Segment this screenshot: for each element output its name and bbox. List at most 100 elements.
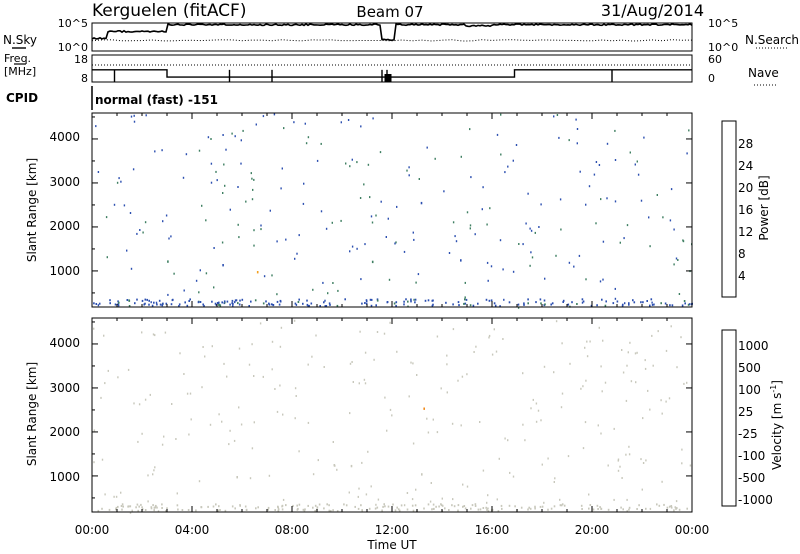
data-cell bbox=[262, 115, 265, 118]
data-cell bbox=[158, 299, 161, 302]
data-cell bbox=[105, 216, 108, 219]
data-cell bbox=[245, 200, 247, 203]
data-cell bbox=[348, 491, 350, 494]
nsky-strip bbox=[91, 22, 693, 52]
data-cell bbox=[617, 459, 619, 462]
data-cell bbox=[364, 382, 367, 385]
data-cell bbox=[498, 457, 500, 460]
data-cell bbox=[514, 505, 516, 508]
data-cell bbox=[621, 477, 623, 479]
data-cell bbox=[581, 298, 584, 301]
data-cell bbox=[189, 298, 191, 301]
data-cell bbox=[298, 298, 300, 301]
data-cell bbox=[130, 267, 133, 270]
data-cell bbox=[332, 282, 334, 284]
data-cell bbox=[218, 303, 220, 306]
data-cell bbox=[127, 505, 129, 508]
data-cell bbox=[320, 210, 323, 213]
data-cell bbox=[152, 473, 154, 476]
data-cell bbox=[585, 203, 587, 206]
data-cell bbox=[117, 376, 119, 379]
data-cell bbox=[307, 421, 310, 424]
data-cell bbox=[650, 298, 653, 301]
data-cell bbox=[361, 510, 363, 512]
data-cell bbox=[397, 508, 400, 511]
data-cell bbox=[281, 508, 284, 511]
data-cell bbox=[596, 304, 598, 307]
data-cell bbox=[127, 368, 130, 371]
xtick-0000: 00:00 bbox=[75, 523, 110, 537]
data-cell bbox=[262, 302, 265, 305]
data-cell bbox=[460, 424, 462, 427]
data-cell bbox=[416, 374, 418, 376]
freq-spikes bbox=[113, 69, 613, 82]
data-cell bbox=[538, 226, 540, 228]
data-cell bbox=[312, 473, 315, 476]
data-cell bbox=[234, 299, 237, 302]
data-cell bbox=[331, 221, 333, 224]
data-cell bbox=[128, 299, 131, 302]
data-cell bbox=[278, 303, 281, 306]
data-cell bbox=[504, 171, 506, 174]
data-cell bbox=[617, 458, 620, 461]
data-cell bbox=[271, 340, 274, 343]
data-cell bbox=[528, 506, 530, 509]
data-cell bbox=[431, 304, 434, 307]
data-cell bbox=[412, 509, 415, 512]
data-cell bbox=[360, 125, 362, 128]
data-cell bbox=[522, 243, 524, 246]
data-cell bbox=[674, 506, 677, 509]
vel-cbar-tick-100: 100 bbox=[738, 383, 761, 397]
data-cell bbox=[589, 340, 591, 343]
data-cell bbox=[140, 503, 142, 506]
xtick-0800: 08:00 bbox=[275, 523, 310, 537]
data-cell bbox=[367, 163, 370, 166]
data-cell bbox=[642, 301, 644, 304]
data-cell bbox=[202, 346, 204, 348]
data-cell bbox=[522, 372, 524, 375]
data-cell bbox=[136, 298, 138, 301]
data-cell bbox=[636, 160, 638, 163]
data-cell bbox=[543, 365, 546, 368]
data-cell bbox=[578, 254, 581, 257]
data-cell bbox=[268, 474, 271, 477]
data-cell bbox=[233, 301, 236, 304]
data-cell bbox=[481, 208, 483, 211]
data-cell bbox=[534, 505, 536, 508]
data-cell bbox=[383, 332, 386, 335]
data-cell bbox=[677, 259, 679, 261]
vel-cbar-tick-500: 500 bbox=[738, 361, 761, 375]
data-cell bbox=[136, 232, 138, 235]
data-cell bbox=[293, 121, 295, 124]
data-cell bbox=[155, 301, 158, 304]
data-cell bbox=[207, 136, 210, 139]
data-cell bbox=[365, 299, 368, 302]
data-cell bbox=[613, 427, 615, 430]
data-cell bbox=[607, 464, 609, 467]
data-cell bbox=[602, 339, 604, 342]
data-cell bbox=[412, 362, 414, 365]
data-cell bbox=[312, 506, 314, 509]
data-cell bbox=[535, 420, 538, 423]
data-cell bbox=[400, 504, 403, 507]
data-cell bbox=[327, 292, 329, 295]
data-cell bbox=[660, 302, 662, 305]
data-cell bbox=[453, 505, 456, 508]
data-cell bbox=[649, 507, 652, 510]
data-cell bbox=[188, 433, 190, 436]
data-cell bbox=[183, 373, 185, 375]
data-cell bbox=[670, 505, 673, 507]
data-cell bbox=[134, 302, 136, 305]
data-cell bbox=[503, 298, 505, 301]
velocity-panel bbox=[91, 317, 693, 514]
data-cell bbox=[628, 302, 630, 305]
data-cell bbox=[429, 500, 432, 503]
data-cell bbox=[159, 303, 162, 306]
data-cell bbox=[387, 505, 390, 508]
data-cell bbox=[628, 508, 630, 511]
power-cbar-tick-8: 8 bbox=[738, 247, 746, 261]
data-cell bbox=[540, 419, 542, 422]
data-cell bbox=[689, 464, 692, 467]
data-cell bbox=[612, 302, 615, 305]
data-cell bbox=[347, 119, 350, 121]
